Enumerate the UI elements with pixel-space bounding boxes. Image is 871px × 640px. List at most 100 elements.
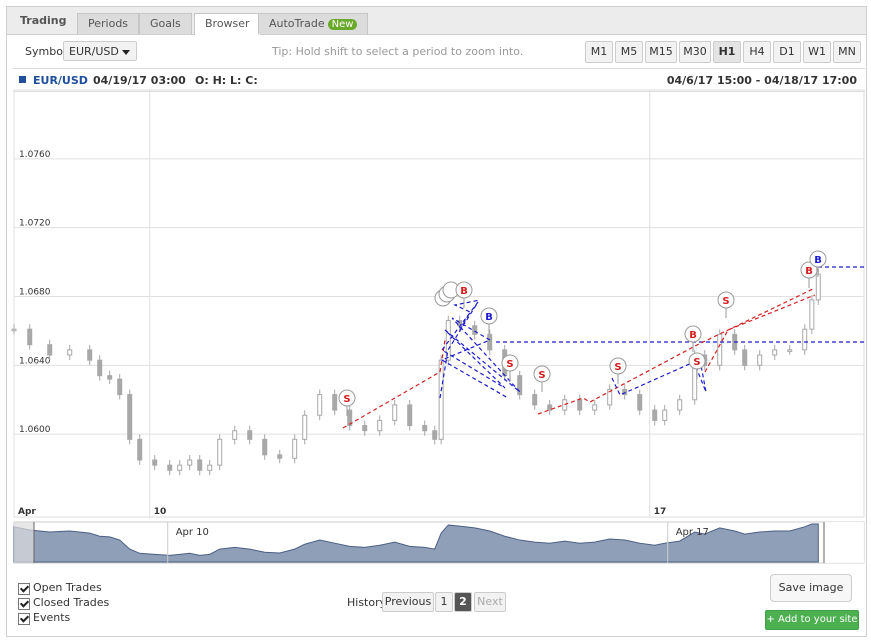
- period-button[interactable]: D1: [773, 41, 801, 63]
- marker: [480, 307, 498, 325]
- candle-body: [262, 438, 268, 456]
- candle-body: [277, 454, 283, 459]
- checkbox[interactable]: [18, 598, 30, 610]
- page-button[interactable]: Next: [474, 592, 506, 612]
- add-to-site-button[interactable]: + Add to your site: [765, 610, 859, 630]
- y-tick-label: 1.0640: [19, 356, 51, 366]
- candle-body: [815, 273, 821, 301]
- candle-body: [432, 430, 438, 440]
- period-button[interactable]: H4: [743, 41, 771, 63]
- tab[interactable]: Goals: [139, 13, 192, 34]
- period-button[interactable]: MN: [833, 41, 861, 63]
- period-button[interactable]: M1: [585, 41, 613, 63]
- period-button[interactable]: M15: [645, 41, 677, 63]
- candle-body: [167, 464, 173, 471]
- candle-body: [809, 299, 815, 330]
- candle-body: [292, 438, 298, 459]
- candle-body: [87, 349, 93, 361]
- marker: [688, 352, 706, 370]
- candle-body: [317, 394, 323, 416]
- period-button[interactable]: M5: [615, 41, 643, 63]
- save-image-button[interactable]: Save image: [770, 574, 852, 602]
- candle-body: [607, 388, 613, 406]
- candle-body: [652, 409, 658, 421]
- candle-body: [217, 438, 223, 466]
- navigator-mask: [14, 522, 34, 563]
- marker: [800, 261, 818, 279]
- x-tick-label: 17: [654, 507, 667, 517]
- marker-label: S: [538, 370, 545, 381]
- y-tick-label: 1.0720: [19, 219, 51, 229]
- marker-cluster: [434, 281, 460, 307]
- candle-body: [407, 404, 413, 427]
- symbol-label: Symbol: [25, 45, 66, 58]
- x-tick-label: 10: [154, 507, 167, 517]
- candle-body: [637, 394, 643, 411]
- tab-bar: Trading Periods Goals Browser AutoTrade N…: [7, 7, 866, 35]
- marker-label: B: [814, 255, 822, 266]
- tab[interactable]: AutoTrade New: [258, 13, 369, 34]
- header-ohlc: O: H: L: C:: [195, 74, 258, 87]
- candle-body: [802, 328, 808, 351]
- navigator-mask: [824, 522, 864, 563]
- symbol-dropdown[interactable]: EUR/USD: [63, 41, 137, 61]
- tab[interactable]: Periods: [77, 13, 140, 34]
- trade-line: [439, 301, 521, 399]
- candle-body: [517, 375, 523, 396]
- marker-label: S: [506, 359, 513, 370]
- candle-body: [11, 328, 17, 332]
- candle-body: [757, 354, 763, 366]
- candle-body: [592, 404, 598, 411]
- candle-body: [67, 349, 73, 356]
- tab[interactable]: Browser: [194, 13, 261, 35]
- candles: [11, 269, 821, 476]
- candle-body: [677, 399, 683, 411]
- candle-body: [472, 325, 478, 335]
- tab-title: Trading: [20, 14, 67, 27]
- candle-body: [377, 419, 383, 432]
- marker-label: B: [485, 312, 493, 323]
- candle-body: [97, 359, 103, 377]
- header-datetime: 04/19/17 03:00: [93, 74, 186, 87]
- navigator-label: Apr 17: [676, 527, 709, 538]
- checkbox[interactable]: [18, 583, 30, 595]
- tab-label: AutoTrade: [269, 17, 325, 30]
- marker-label: S: [614, 362, 621, 373]
- candle-body: [662, 409, 668, 421]
- checkbox-label: Closed Trades: [33, 596, 110, 609]
- candle-body: [362, 425, 368, 432]
- marker-label: B: [689, 330, 697, 341]
- checkbox[interactable]: [18, 613, 30, 625]
- candle-body: [127, 394, 133, 440]
- period-button[interactable]: W1: [803, 41, 831, 63]
- marker-label: S: [693, 357, 700, 368]
- period-button[interactable]: H1: [713, 41, 741, 63]
- widget-frame: [6, 6, 867, 637]
- header-range: 04/6/17 15:00 - 04/18/17 17:00: [666, 74, 857, 87]
- y-tick-label: 1.0600: [19, 425, 51, 435]
- candle-body: [302, 414, 308, 440]
- page-button-active[interactable]: 2: [454, 592, 472, 612]
- tip: Tip: Hold shift to select a period to zo…: [272, 45, 524, 58]
- navigator-area: [13, 523, 819, 563]
- candle-body: [332, 394, 338, 411]
- marker: [338, 389, 356, 407]
- page-button[interactable]: Previous: [382, 592, 434, 612]
- y-tick-label: 1.0760: [19, 150, 51, 160]
- candle-body: [422, 425, 428, 432]
- candle-body: [27, 328, 33, 346]
- page-button[interactable]: 1: [435, 592, 453, 612]
- period-button[interactable]: M30: [679, 41, 711, 63]
- marker: [684, 325, 702, 343]
- symbol-swatch: [19, 76, 26, 83]
- candle-body: [187, 459, 193, 466]
- marker-label: B: [805, 266, 813, 277]
- candle-body: [392, 404, 398, 421]
- checkbox-label: Open Trades: [33, 581, 102, 594]
- marker: [455, 281, 473, 299]
- candle-body: [445, 320, 451, 361]
- candle-body: [197, 459, 203, 471]
